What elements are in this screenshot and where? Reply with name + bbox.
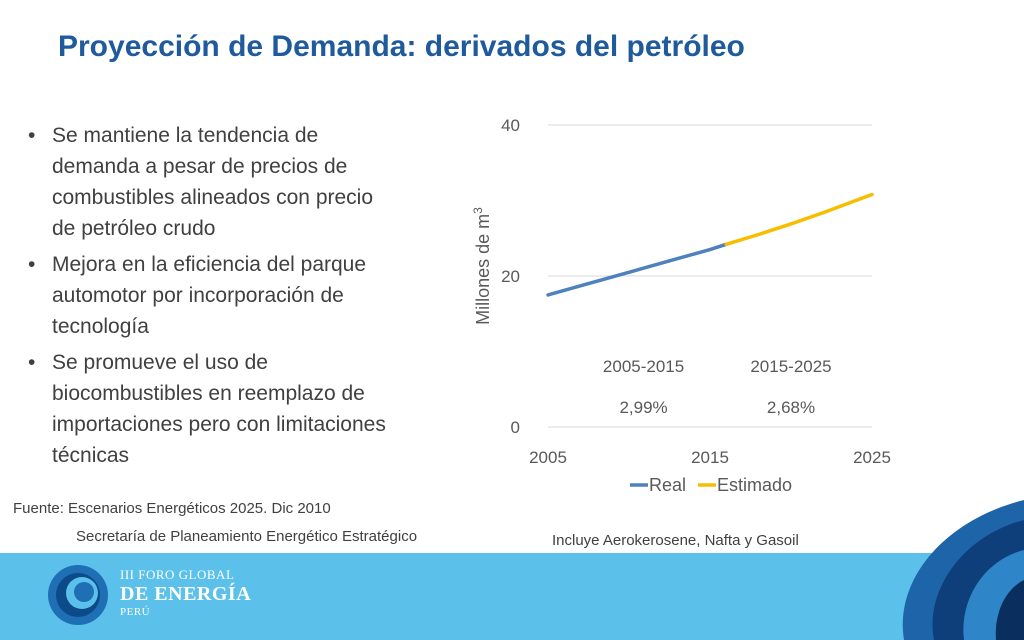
forum-logo-text: III FORO GLOBAL DE ENERGÍA PERÚ [120,568,251,618]
bullet-item: • Se mantiene la tendencia de demanda a p… [28,120,398,244]
bullet-dot: • [28,253,36,276]
y-axis-label-superscript: 3 [471,207,485,214]
bullet-text: Se mantiene la tendencia de demanda a pe… [52,124,374,240]
logo-line-3: PERÚ [120,606,151,618]
logo-line-1: III FORO GLOBAL [120,567,235,582]
bullet-dot: • [28,124,36,147]
legend-label: Real [649,475,686,495]
demand-line-chart: 0 20 40 2005 2015 2025 Millones de m3 2005-2015… [471,116,891,495]
logo-line-2: DE ENERGÍA [120,583,252,605]
x-tick-label: 2015 [691,448,729,467]
source-line-2: Secretaría de Planeamiento Energético Es… [76,528,418,545]
footer-band [0,553,1024,640]
decorative-swirl [902,500,1024,640]
bullet-dot: • [28,351,36,374]
annotation-period: 2005-2015 [603,357,684,376]
legend-label: Estimado [717,475,792,495]
bullet-list: • Se mantiene la tendencia de demanda a p… [28,120,398,476]
x-tick-label: 2005 [529,448,567,467]
series-line-estimado [724,192,874,247]
annotation-rate: 2,68% [767,398,815,417]
x-tick-label: 2025 [853,448,891,467]
series-line-real [546,242,728,297]
source-line-1: Fuente: Escenarios Energéticos 2025. Dic… [13,500,331,517]
annotation-period: 2015-2025 [750,357,831,376]
annotation-rate: 2,99% [619,398,667,417]
y-axis-label: Millones de m3 [471,207,493,325]
y-tick-label: 20 [501,267,520,286]
bullet-item: • Se promueve el uso de biocombustibles e… [28,347,398,471]
forum-logo-icon [48,565,108,625]
y-tick-label: 40 [501,116,520,135]
chart-note: Incluye Aerokerosene, Nafta y Gasoil [552,532,799,549]
y-tick-label: 0 [511,418,520,437]
bullet-text: Mejora en la eficiencia del parque autom… [52,253,367,338]
slide-title: Proyección de Demanda: derivados del pet… [58,30,745,63]
bullet-item: • Mejora en la eficiencia del parque auto… [28,249,398,342]
bullet-text: Se promueve el uso de biocombustibles en… [52,351,386,467]
